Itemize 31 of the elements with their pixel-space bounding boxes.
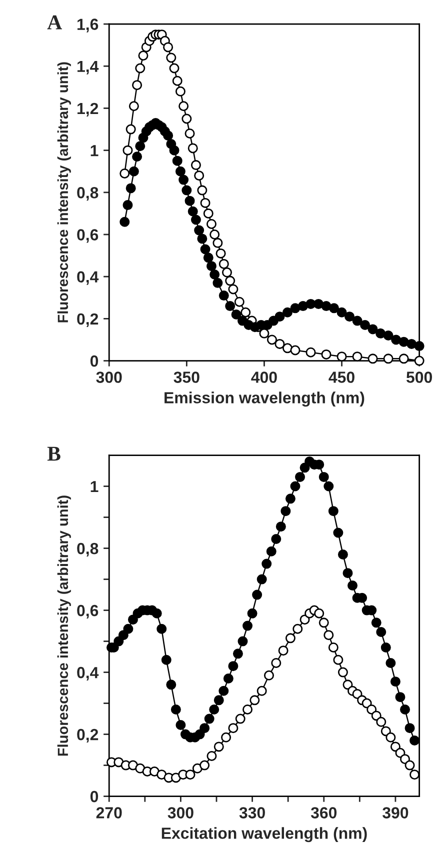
x-tick-label: 500: [406, 372, 432, 383]
x-tick-label: 330: [239, 807, 265, 818]
y-tick-label: 0,2: [77, 313, 98, 327]
y-tick-label: 0: [90, 355, 98, 367]
y-tick-label: 1,2: [78, 102, 98, 116]
y-tick-label: 1,6: [78, 18, 98, 32]
x-tick-label: 400: [251, 372, 277, 383]
chart-title: A: [47, 15, 62, 30]
x-tick-label: 390: [382, 807, 408, 818]
chart-title: B: [47, 446, 60, 461]
y-tick-label: 1,4: [78, 60, 99, 74]
y-tick-label: 0: [90, 790, 98, 802]
y-tick-label: 0,4: [77, 666, 99, 681]
y-tick-label: 0,8: [77, 542, 98, 557]
y-axis-title: Fluorescence intensity (arbitrary unit): [57, 62, 71, 322]
y-axis-title: Fluorescence intensity (arbitrary unit): [57, 496, 71, 756]
x-tick-label: 350: [174, 372, 200, 383]
x-axis-title: Emission wavelength (nm): [164, 392, 364, 407]
y-tick-label: 0,6: [77, 604, 98, 619]
x-tick-label: 300: [96, 372, 122, 383]
x-axis-title: Excitation wavelength (nm): [162, 827, 367, 842]
y-tick-label: 1: [90, 145, 98, 156]
y-tick-label: 0,6: [77, 229, 98, 243]
x-tick-label: 450: [328, 372, 354, 383]
y-tick-label: 0,2: [77, 728, 98, 743]
y-tick-label: 0,8: [77, 187, 98, 201]
y-tick-label: 1: [90, 481, 98, 492]
y-tick-label: 0,4: [77, 271, 99, 285]
x-tick-label: 300: [168, 807, 194, 818]
x-tick-label: 360: [310, 807, 337, 818]
x-tick-label: 270: [96, 807, 122, 818]
